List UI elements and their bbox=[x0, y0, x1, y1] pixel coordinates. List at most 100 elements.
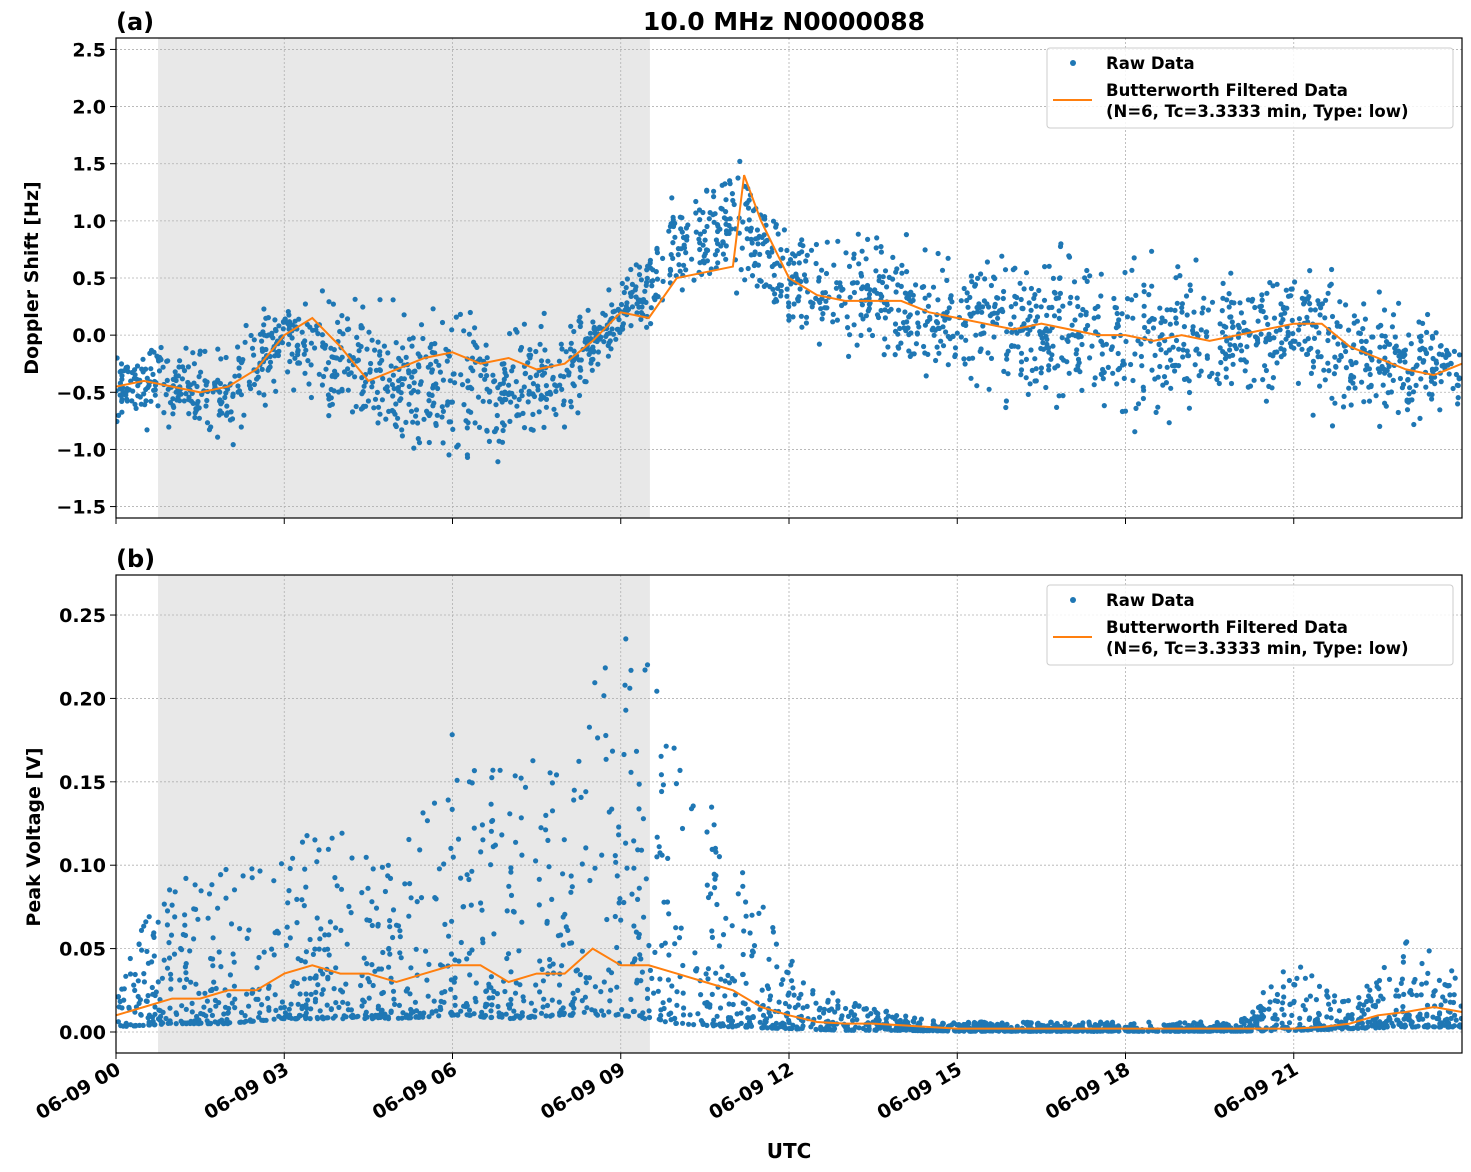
raw-data-point bbox=[210, 963, 216, 969]
raw-data-point bbox=[813, 295, 819, 301]
raw-data-point bbox=[192, 1019, 198, 1025]
raw-data-point bbox=[1066, 253, 1072, 259]
raw-data-point bbox=[1341, 343, 1347, 349]
raw-data-point bbox=[1428, 345, 1434, 351]
raw-data-point bbox=[527, 347, 533, 353]
raw-data-point bbox=[170, 396, 176, 402]
raw-data-point bbox=[151, 934, 157, 941]
raw-data-point bbox=[444, 358, 450, 364]
raw-data-point bbox=[301, 903, 307, 909]
raw-data-point bbox=[902, 290, 909, 296]
raw-data-point bbox=[466, 876, 472, 883]
raw-data-point bbox=[636, 885, 642, 891]
raw-data-point bbox=[855, 231, 861, 237]
raw-data-point bbox=[393, 401, 399, 407]
raw-data-point bbox=[935, 250, 941, 257]
raw-data-point bbox=[847, 294, 853, 300]
raw-data-point bbox=[661, 1005, 667, 1012]
raw-data-point bbox=[641, 914, 647, 920]
raw-data-point bbox=[164, 922, 170, 928]
raw-data-point bbox=[571, 996, 578, 1002]
raw-data-point bbox=[720, 251, 727, 257]
raw-data-point bbox=[119, 387, 125, 393]
raw-data-point bbox=[494, 412, 500, 419]
raw-data-point bbox=[519, 852, 525, 858]
raw-data-point bbox=[1174, 300, 1180, 306]
raw-data-point bbox=[1423, 350, 1430, 357]
raw-data-point bbox=[316, 946, 322, 952]
raw-data-point bbox=[315, 982, 321, 988]
raw-data-point bbox=[638, 277, 645, 283]
raw-data-point bbox=[119, 392, 125, 398]
raw-data-point bbox=[543, 383, 550, 389]
raw-data-point bbox=[269, 946, 275, 952]
raw-data-point bbox=[307, 975, 313, 981]
raw-data-point bbox=[675, 252, 681, 258]
raw-data-point bbox=[623, 303, 629, 309]
x-tick-label: 06-09 09 bbox=[537, 1058, 629, 1124]
raw-data-point bbox=[1173, 275, 1179, 281]
raw-data-point bbox=[1152, 376, 1158, 382]
raw-data-point bbox=[892, 328, 899, 334]
raw-data-point bbox=[716, 854, 723, 860]
raw-data-point bbox=[1146, 1019, 1152, 1025]
raw-data-point bbox=[713, 849, 719, 855]
raw-data-point bbox=[668, 1010, 674, 1016]
raw-data-point bbox=[601, 979, 607, 985]
raw-data-point bbox=[830, 990, 836, 996]
raw-data-point bbox=[449, 806, 455, 813]
y-tick-label: 0.0 bbox=[72, 325, 106, 347]
raw-data-point bbox=[154, 353, 160, 359]
raw-data-point bbox=[680, 962, 686, 969]
raw-data-point bbox=[1204, 355, 1210, 361]
raw-data-point bbox=[1329, 266, 1335, 273]
raw-data-point bbox=[977, 305, 983, 311]
raw-data-point bbox=[1181, 324, 1187, 330]
raw-data-point bbox=[571, 1005, 577, 1011]
raw-data-point bbox=[390, 393, 396, 399]
raw-data-point bbox=[553, 772, 560, 778]
raw-data-point bbox=[157, 356, 164, 362]
raw-data-point bbox=[391, 409, 397, 415]
raw-data-point bbox=[411, 369, 417, 375]
raw-data-point bbox=[1429, 396, 1435, 402]
raw-data-point bbox=[336, 389, 342, 395]
raw-data-point bbox=[151, 953, 157, 959]
raw-data-point bbox=[158, 1013, 164, 1020]
raw-data-point bbox=[1068, 294, 1074, 300]
raw-data-point bbox=[1078, 333, 1084, 340]
raw-data-point bbox=[312, 946, 318, 952]
raw-data-point bbox=[897, 325, 903, 332]
raw-data-point bbox=[856, 1003, 862, 1009]
raw-data-point bbox=[1397, 375, 1403, 382]
raw-data-point bbox=[1172, 368, 1178, 374]
raw-data-point bbox=[556, 982, 563, 988]
raw-data-point bbox=[705, 976, 711, 982]
raw-data-point bbox=[1321, 1026, 1327, 1032]
raw-data-point bbox=[693, 210, 699, 216]
raw-data-point bbox=[1186, 405, 1192, 411]
raw-data-point bbox=[635, 847, 641, 853]
raw-data-point bbox=[1020, 306, 1026, 312]
raw-data-point bbox=[601, 339, 607, 345]
raw-data-point bbox=[693, 229, 699, 235]
raw-data-point bbox=[243, 322, 249, 329]
raw-data-point bbox=[858, 312, 864, 318]
raw-data-point bbox=[1158, 320, 1164, 326]
raw-data-point bbox=[560, 871, 566, 877]
raw-data-point bbox=[697, 246, 703, 253]
raw-data-point bbox=[681, 262, 687, 268]
raw-data-point bbox=[1366, 398, 1373, 404]
raw-data-point bbox=[1412, 1024, 1418, 1030]
raw-data-point bbox=[478, 849, 484, 855]
raw-data-point bbox=[1226, 291, 1232, 297]
raw-data-point bbox=[249, 866, 255, 872]
raw-data-point bbox=[508, 969, 514, 975]
raw-data-point bbox=[1193, 257, 1199, 263]
raw-data-point bbox=[251, 352, 257, 358]
raw-data-point bbox=[256, 954, 262, 961]
raw-data-point bbox=[399, 381, 405, 388]
raw-data-point bbox=[628, 266, 634, 273]
raw-data-point bbox=[407, 991, 413, 997]
raw-data-point bbox=[319, 991, 325, 997]
